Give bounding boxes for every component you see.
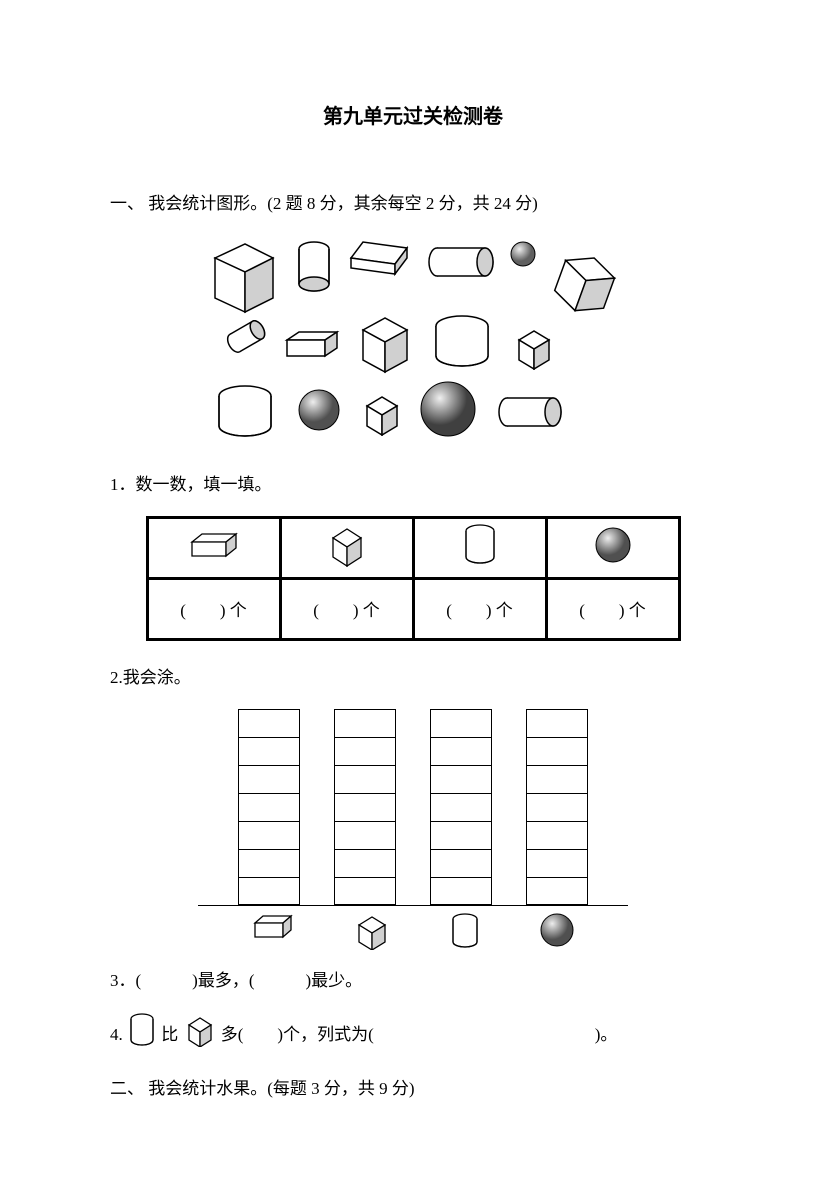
section2-heading: 二、 我会统计水果。(每题 3 分，共 9 分): [110, 1074, 716, 1105]
table-header-cube: [280, 517, 413, 578]
cuboid-icon: [283, 328, 341, 362]
cube-icon: [183, 1013, 217, 1059]
sphere-icon: [593, 525, 633, 565]
q4-prefix: 4.: [110, 1025, 123, 1044]
q4-mid2: 多( )个，列式为( )。: [221, 1025, 618, 1044]
count-table: ( ) 个 ( ) 个 ( ) 个 ( ) 个: [146, 516, 681, 641]
bar-baseline: [198, 905, 628, 906]
q2-label: 2.我会涂。: [110, 661, 716, 695]
table-cell: ( ) 个: [546, 578, 679, 639]
cylinder-icon: [461, 523, 499, 567]
cube-icon: [545, 244, 623, 322]
cylinder-icon: [425, 242, 497, 282]
q1-label: 1．数一数，填一填。: [110, 468, 716, 502]
table-cell: ( ) 个: [280, 578, 413, 639]
bar-chart-labels: [110, 912, 716, 950]
cube-icon: [353, 912, 391, 950]
q3-text: 3．( )最多，( )最少。: [110, 964, 716, 998]
section1-heading: 一、 我会统计图形。(2 题 8 分，其余每空 2 分，共 24 分): [110, 189, 716, 220]
bar-column: [334, 709, 396, 905]
bar-column: [526, 709, 588, 905]
cylinder-icon: [495, 392, 567, 432]
bar-chart-grid: [110, 709, 716, 905]
shapes-collage: [173, 234, 653, 454]
q4-line: 4. 比 多( )个，列式为( )。: [110, 1012, 716, 1060]
cube-icon: [325, 523, 369, 567]
table-header-cylinder: [413, 517, 546, 578]
sphere-icon: [539, 912, 575, 948]
table-cell: ( ) 个: [413, 578, 546, 639]
cylinder-icon: [449, 912, 481, 950]
cylinder-icon: [213, 384, 277, 440]
cylinder-icon: [223, 316, 271, 356]
bar-column: [238, 709, 300, 905]
cube-icon: [203, 234, 283, 314]
cuboid-icon: [251, 912, 295, 942]
bar-column: [430, 709, 492, 905]
table-header-cuboid: [147, 517, 280, 578]
cylinder-icon: [431, 314, 493, 370]
cube-icon: [353, 310, 417, 374]
page-title: 第九单元过关检测卷: [110, 100, 716, 129]
cylinder-icon: [295, 240, 333, 296]
sphere-icon: [419, 380, 477, 438]
cylinder-icon: [127, 1012, 157, 1060]
sphere-icon: [509, 240, 537, 268]
sphere-icon: [297, 388, 341, 432]
q4-mid1: 比: [161, 1025, 178, 1044]
cube-icon: [511, 324, 557, 370]
table-cell: ( ) 个: [147, 578, 280, 639]
table-header-sphere: [546, 517, 679, 578]
cuboid-icon: [345, 234, 413, 278]
cuboid-icon: [188, 530, 240, 560]
cube-icon: [359, 390, 405, 436]
